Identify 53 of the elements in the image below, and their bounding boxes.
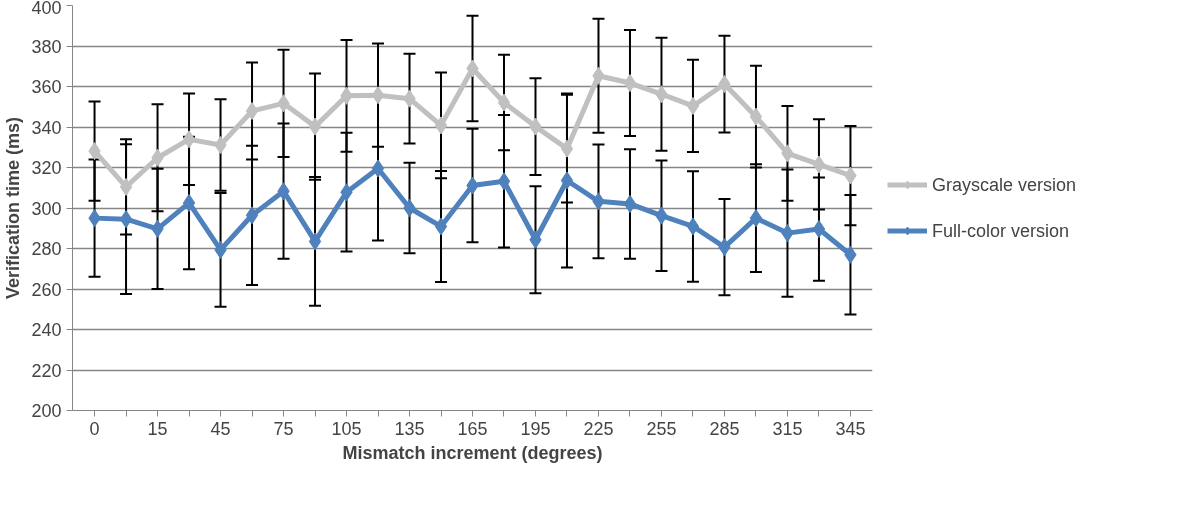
point [308,232,322,251]
x-tick-label: 45 [210,418,231,439]
x-axis-title: Mismatch increment (degrees) [342,442,603,463]
y-tick-label: 260 [31,279,62,300]
point [182,130,196,149]
y-tick-label: 400 [31,0,62,18]
x-tick-label: 165 [457,418,488,439]
point [403,199,416,217]
point [371,86,385,105]
y-tick-label: 220 [31,360,62,381]
point [560,139,574,158]
y-tick-label: 320 [31,158,62,178]
x-tick-label: 15 [147,418,168,439]
x-tick-label: 255 [646,418,677,439]
point [497,93,511,112]
x-tick-label: 285 [709,418,740,439]
point [434,217,448,236]
x-tick-label: 0 [89,418,100,439]
point [119,210,133,229]
y-tick-label: 200 [31,401,62,421]
x-tick-label: 135 [394,418,425,439]
y-axis-title: Verification time (ms) [3,116,24,300]
legend-label: Full-color version [932,220,1071,241]
x-tick-label: 345 [835,418,866,439]
point [245,206,259,225]
x-tick-label: 315 [772,418,803,439]
point [623,194,637,213]
y-tick-label: 300 [31,198,62,219]
legend-label: Grayscale version [932,174,1078,195]
x-tick-label: 195 [520,418,551,439]
point [497,172,511,191]
point [812,220,826,239]
y-tick-label: 240 [31,320,62,340]
point [434,116,448,135]
point [182,193,196,212]
point [686,96,700,115]
point [308,117,322,136]
point [245,102,259,120]
y-tick-label: 380 [31,36,62,57]
point [560,171,574,190]
y-tick-label: 280 [31,239,62,259]
x-tick-label: 105 [331,418,362,439]
point [119,177,133,196]
point [812,155,826,174]
point [371,159,385,178]
y-tick-label: 340 [31,117,62,138]
point [749,107,763,126]
x-tick-label: 75 [273,418,294,439]
point [623,74,637,93]
point [749,209,763,228]
x-tick-label: 225 [583,418,614,439]
y-tick-label: 360 [31,77,62,97]
point [686,217,700,236]
